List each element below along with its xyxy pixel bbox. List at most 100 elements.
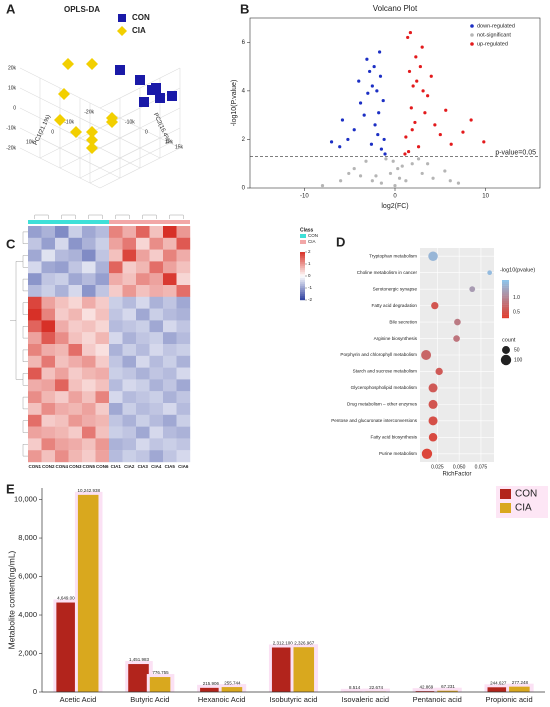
heat-cell <box>122 438 137 451</box>
point <box>135 75 145 85</box>
heat-cell <box>95 237 110 250</box>
heat-cell <box>82 261 96 274</box>
heat-cell <box>149 308 164 321</box>
bubble <box>453 335 460 342</box>
y-tick-label: Glycerophospholipid metabolism <box>351 385 418 390</box>
colorbar <box>502 285 509 288</box>
legend-swatch <box>500 489 511 499</box>
heat-cell <box>109 249 123 262</box>
bubble <box>428 399 438 409</box>
column-label: CON6 <box>96 464 109 469</box>
heat-cell <box>149 355 164 368</box>
legend-label: not-significant <box>477 32 511 38</box>
y-tick-label: -10k <box>125 119 135 125</box>
colorbar <box>300 258 305 261</box>
point <box>409 106 413 110</box>
heat-cell <box>109 403 123 415</box>
grid-line <box>19 67 101 109</box>
x-tick-label: 0 <box>393 194 397 200</box>
size-legend-mark <box>500 354 512 366</box>
point <box>362 113 366 117</box>
panel-label: C <box>6 236 16 251</box>
heat-cell <box>95 355 110 368</box>
x-axis-label: RichFactor <box>442 472 471 478</box>
y-tick-label: 10k <box>165 139 174 145</box>
heat-cell <box>68 226 83 238</box>
point <box>429 74 433 78</box>
colorbar <box>502 293 509 296</box>
colorbar <box>300 274 305 277</box>
point <box>391 159 395 163</box>
heat-cell <box>176 414 191 427</box>
colorbar <box>300 280 305 283</box>
legend-swatch <box>117 26 127 36</box>
heat-cell <box>176 355 191 368</box>
heat-cell <box>163 344 177 356</box>
column-label: CON1 <box>28 464 41 469</box>
dendrogram <box>15 261 23 380</box>
dendrogram <box>88 214 103 219</box>
point <box>431 176 435 180</box>
heat-cell <box>176 391 191 404</box>
bubble <box>487 270 492 276</box>
heat-cell <box>149 226 164 238</box>
heat-cell <box>41 320 56 333</box>
heat-cell <box>136 450 150 463</box>
legend-label: CIA <box>308 239 316 244</box>
value-label: 8.514 <box>349 685 361 690</box>
colorbar <box>300 284 305 287</box>
heat-cell <box>109 414 123 427</box>
point <box>338 145 342 149</box>
heat-cell <box>82 249 96 262</box>
point <box>379 147 384 151</box>
y-tick-label: Porphyrin and chlorophyll metabolism <box>340 352 417 357</box>
point <box>366 91 370 95</box>
point <box>370 84 374 88</box>
z-tick-label: -10k <box>6 125 16 131</box>
heat-cell <box>149 296 164 309</box>
heat-cell <box>176 308 191 321</box>
heat-cell <box>41 261 56 274</box>
legend-swatch <box>300 234 306 238</box>
heat-cell <box>122 320 137 333</box>
column-label: CON4 <box>55 464 68 469</box>
point <box>388 171 393 176</box>
heat-cell <box>136 403 150 415</box>
heat-cell <box>176 438 191 451</box>
bubble <box>431 301 439 310</box>
heat-cell <box>82 450 96 463</box>
heat-cell <box>109 237 123 250</box>
heat-cell <box>122 379 137 392</box>
colorbar <box>300 268 305 271</box>
point <box>70 126 82 138</box>
y-tick-label: 10,000 <box>14 495 37 504</box>
legend-label: CON <box>308 233 318 238</box>
heat-cell <box>95 320 110 333</box>
value-label: 244.627 <box>490 680 507 685</box>
y-tick-label: 6,000 <box>18 572 37 581</box>
point <box>403 152 407 156</box>
point <box>433 123 437 127</box>
bar-glow <box>340 688 369 692</box>
colorbar <box>502 312 509 315</box>
heat-cell <box>163 438 177 451</box>
heat-cell <box>136 332 150 345</box>
heat-cell <box>28 426 42 439</box>
heat-cell <box>149 261 164 274</box>
colorbar-label: 1.0 <box>513 295 520 301</box>
heat-cell <box>82 426 96 439</box>
heat-cell <box>149 320 164 333</box>
point <box>382 137 386 142</box>
heat-cell <box>55 426 69 439</box>
heat-cell <box>95 438 110 451</box>
z-tick-label: 20k <box>8 65 17 71</box>
heat-cell <box>55 226 69 238</box>
class-bar <box>28 220 109 224</box>
point <box>384 157 388 161</box>
point <box>369 142 374 146</box>
heat-cell <box>55 379 69 392</box>
colorbar <box>300 292 305 295</box>
heat-cell <box>176 285 191 297</box>
colorbar <box>502 300 509 303</box>
y-tick-label: Fatty acid degradation <box>372 303 418 308</box>
